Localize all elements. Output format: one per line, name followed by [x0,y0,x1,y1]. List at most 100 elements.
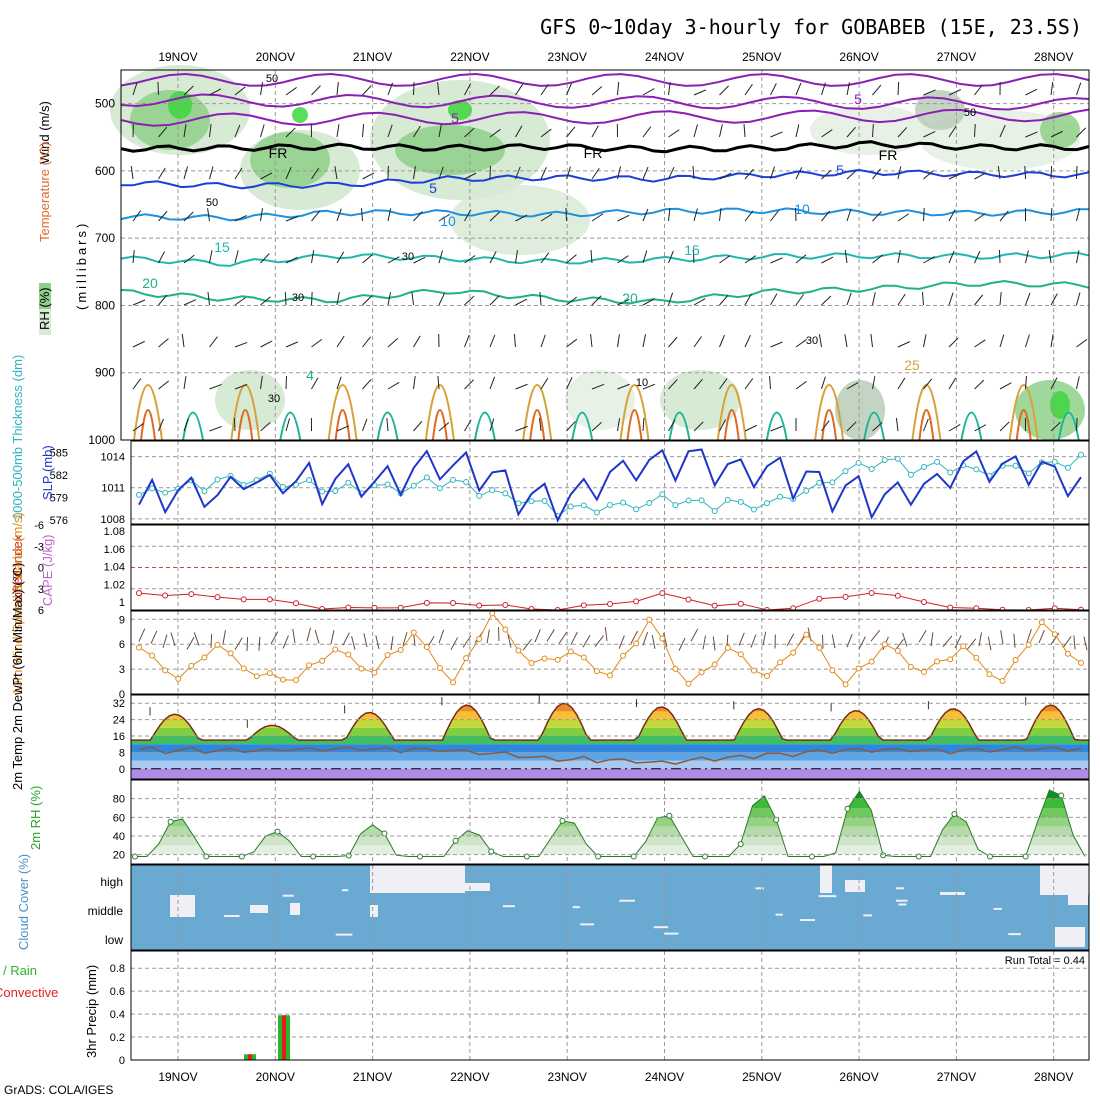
wind-barb [464,83,472,96]
wind-barb [617,298,630,306]
wind-barb [821,129,833,138]
wind-barb [157,81,159,96]
wind-barb [651,634,656,649]
wind-barb [489,251,497,264]
wind-barb [170,632,176,647]
wind-barb [540,334,546,348]
wind-speed-line-point [371,669,378,676]
wind-barb [515,125,523,138]
cloud-block [820,865,832,893]
wind-barb [515,383,528,390]
wind-barb [234,637,243,651]
wind-speed-line-point [580,654,587,661]
day-label-top: 23NOV [548,50,587,64]
wind-barb [246,636,249,652]
wind-barb [362,254,373,264]
temp-panel: 32 24 16 8 0 [113,694,1090,780]
wind-speed-line-point [842,681,849,688]
wind-barb [591,86,603,96]
temp-band [131,760,1089,769]
cloud-block [619,899,635,902]
wind-barb [948,209,956,222]
wind-speed-line-point [868,658,875,665]
wind-speed-line-point [803,631,810,638]
wind-barb [489,334,496,348]
wind-barb [617,82,620,96]
contour-label: 30 [402,251,414,263]
rh-point [274,828,281,835]
wind-barb [336,82,339,96]
thickness-line-point [698,497,705,504]
cape-tick: 1.04 [104,562,125,574]
rh-point [452,837,459,844]
wind-barb [566,166,571,180]
wind-barb [515,214,528,222]
temp-contour [120,207,1090,222]
wind-barb [1026,628,1032,643]
wind-speed-line-point [934,658,941,665]
cloud-row-label: low [105,933,123,947]
lifted-index-line-point [921,599,927,606]
wind-barb [795,254,807,264]
thickness-line-point [947,469,954,476]
wind-barb [234,167,243,180]
slp-tick: 1011 [101,483,125,495]
wind-barb [336,124,340,138]
wind-barb [872,84,882,96]
wind-barb [285,87,297,96]
cloud-bg [131,865,1089,950]
cloud-row-label: high [100,875,123,889]
wind-barb [642,250,648,264]
wind-barb [999,124,1006,138]
cloud-block [1068,885,1088,905]
wind-barb [285,166,292,180]
wind-barb [234,341,248,348]
heat-contour [529,409,546,441]
lifted-index-line-point [502,602,509,609]
wind-barb [233,417,236,432]
wind-barb [413,211,423,222]
thickness-line-point [240,481,247,488]
temp-band [131,744,1089,753]
heat-contour [723,409,740,441]
thickness-line-point [162,489,169,496]
wind-barb [948,337,959,348]
wind-barb [744,424,757,432]
wind-barb [1048,250,1052,264]
wind-barb [158,251,165,264]
wind-barb [1076,82,1082,96]
temp-tick: 24 [113,715,125,727]
wind-barb [846,292,852,306]
wind-barb [336,425,350,432]
cloud-block [580,923,595,926]
wind-barb [719,208,722,222]
contour-label: 30 [292,292,304,304]
wind-barb [285,375,288,390]
lifted-tick: 3 [38,584,44,596]
rh-point [310,853,317,860]
rh-point [737,841,744,848]
wind-barb [158,210,168,222]
wind-barb [387,381,400,390]
thickness-tick: 576 [50,515,68,527]
precip-tick: 0.6 [110,986,125,998]
pressure-tick: 900 [95,366,115,380]
rh-shade [1050,391,1070,419]
rh-panel: 80 60 40 20 [113,779,1090,865]
wind-barb [540,166,547,180]
wind-barb [413,335,421,348]
wind-barb [872,422,883,432]
rh-point [132,853,138,860]
wind-barb [234,86,246,96]
thickness-line-point [934,458,941,465]
thickness-line-point [777,493,784,500]
rh-shade [1015,380,1085,440]
wind-barb [642,126,652,138]
wind-barb [719,419,726,432]
wind-barb [1050,207,1053,222]
wind-barb [719,334,725,348]
wind-speed-line-point [1051,631,1058,638]
slp-tick: 1008 [101,514,125,526]
cloud-panel-frame [130,864,1090,951]
wind-barb [336,335,345,348]
